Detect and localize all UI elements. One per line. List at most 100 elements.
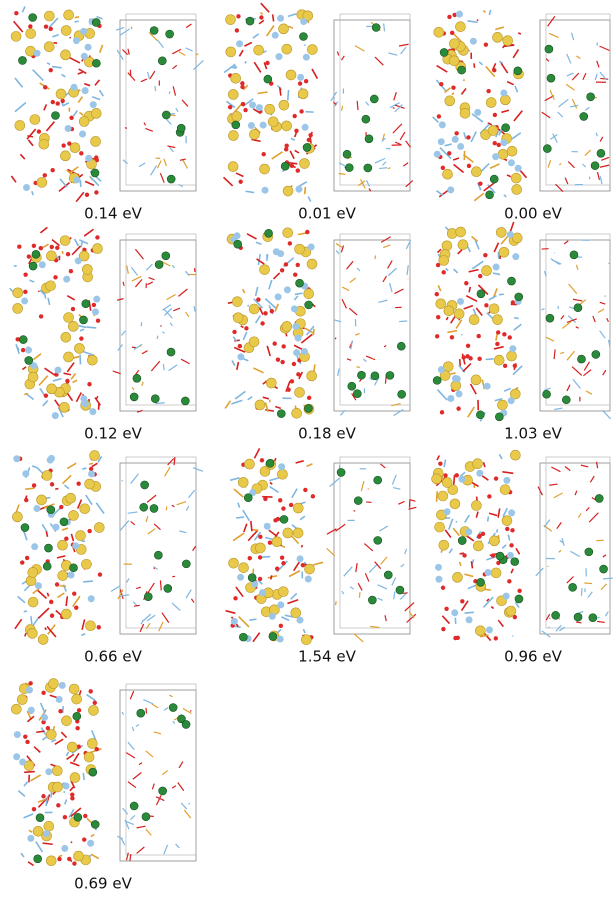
metal-atom — [469, 315, 479, 325]
wireframe-structure — [117, 684, 196, 861]
bond — [559, 99, 569, 107]
bond — [436, 191, 442, 196]
oxygen-atom — [450, 31, 454, 35]
bond — [511, 569, 513, 573]
si-atom — [457, 143, 464, 150]
wireframe-structure — [331, 14, 413, 191]
oxygen-atom — [456, 636, 460, 640]
dopant-atom — [239, 633, 247, 641]
bond — [557, 522, 562, 528]
si-atom — [236, 40, 243, 47]
bond — [390, 103, 400, 108]
metal-atom — [47, 384, 57, 394]
bond — [603, 555, 606, 557]
bond — [466, 296, 477, 302]
bond — [176, 844, 180, 848]
metal-atom — [61, 332, 71, 342]
oxygen-atom — [455, 473, 459, 477]
oxygen-atom — [59, 505, 63, 509]
si-atom — [508, 509, 515, 516]
bond — [275, 406, 281, 408]
bond — [231, 400, 242, 404]
metal-atom — [92, 244, 102, 254]
bond — [67, 363, 74, 372]
bond — [181, 803, 187, 809]
bond — [454, 269, 458, 273]
bond — [181, 359, 190, 364]
dopant-atom — [182, 720, 190, 728]
dopant-atom — [232, 121, 240, 129]
oxygen-atom — [49, 27, 53, 31]
energy-label: 0.14 eV — [84, 205, 142, 223]
bond — [233, 533, 244, 541]
dopant-atom — [265, 229, 273, 237]
bond — [437, 491, 438, 502]
metal-atom — [229, 558, 239, 568]
bond — [179, 531, 186, 533]
oxygen-atom — [66, 252, 70, 256]
metal-atom — [293, 528, 303, 538]
bond — [600, 165, 609, 167]
bond — [182, 159, 187, 168]
unit-cell-back — [126, 457, 196, 628]
bond — [130, 691, 134, 699]
metal-atom — [82, 264, 92, 274]
metal-atom — [27, 628, 37, 638]
bond — [95, 80, 100, 85]
bond — [157, 161, 161, 169]
bond — [194, 306, 195, 311]
oxygen-atom — [303, 488, 307, 492]
metal-atom — [291, 608, 301, 618]
oxygen-atom — [294, 129, 298, 133]
structure-panel: 0.14 eV — [11, 6, 203, 222]
oxygen-atom — [462, 553, 466, 557]
bond — [46, 796, 48, 806]
dopant-atom — [515, 595, 523, 603]
bond — [546, 59, 549, 62]
bond — [342, 106, 343, 111]
bond — [168, 458, 174, 464]
metal-atom — [39, 139, 49, 149]
oxygen-atom — [507, 579, 511, 583]
bond — [471, 131, 476, 141]
metal-atom — [304, 289, 314, 299]
bond — [91, 854, 99, 858]
bond — [336, 250, 339, 253]
dopant-atom — [169, 704, 177, 712]
metal-atom — [499, 247, 509, 257]
oxygen-atom — [69, 269, 73, 273]
bond — [373, 358, 374, 359]
si-atom — [447, 395, 454, 402]
metal-atom — [79, 116, 89, 126]
oxygen-atom — [462, 355, 466, 359]
bond — [243, 289, 245, 293]
bond — [381, 237, 391, 243]
bond — [57, 556, 65, 558]
dopant-atom — [476, 411, 484, 419]
oxygen-atom — [281, 344, 285, 348]
bond — [327, 529, 336, 534]
metal-atom — [279, 100, 289, 110]
bond — [182, 100, 188, 107]
bond — [58, 855, 62, 856]
dopant-atom — [545, 45, 553, 53]
bond — [41, 703, 45, 713]
bond — [62, 251, 63, 254]
bond — [74, 111, 78, 117]
dopant-atom — [496, 552, 504, 560]
si-atom — [273, 248, 280, 255]
wireframe-structure — [540, 14, 610, 192]
bond — [405, 603, 414, 611]
bond — [567, 385, 570, 391]
si-atom — [302, 124, 309, 131]
metal-atom — [84, 752, 94, 762]
bond — [294, 562, 300, 571]
bond — [364, 544, 373, 551]
bond — [83, 773, 84, 780]
oxygen-atom — [278, 498, 282, 502]
oxygen-atom — [304, 79, 308, 83]
bond — [294, 345, 302, 349]
oxygen-atom — [25, 556, 29, 560]
dopant-atom — [587, 93, 595, 101]
bond — [383, 276, 386, 282]
